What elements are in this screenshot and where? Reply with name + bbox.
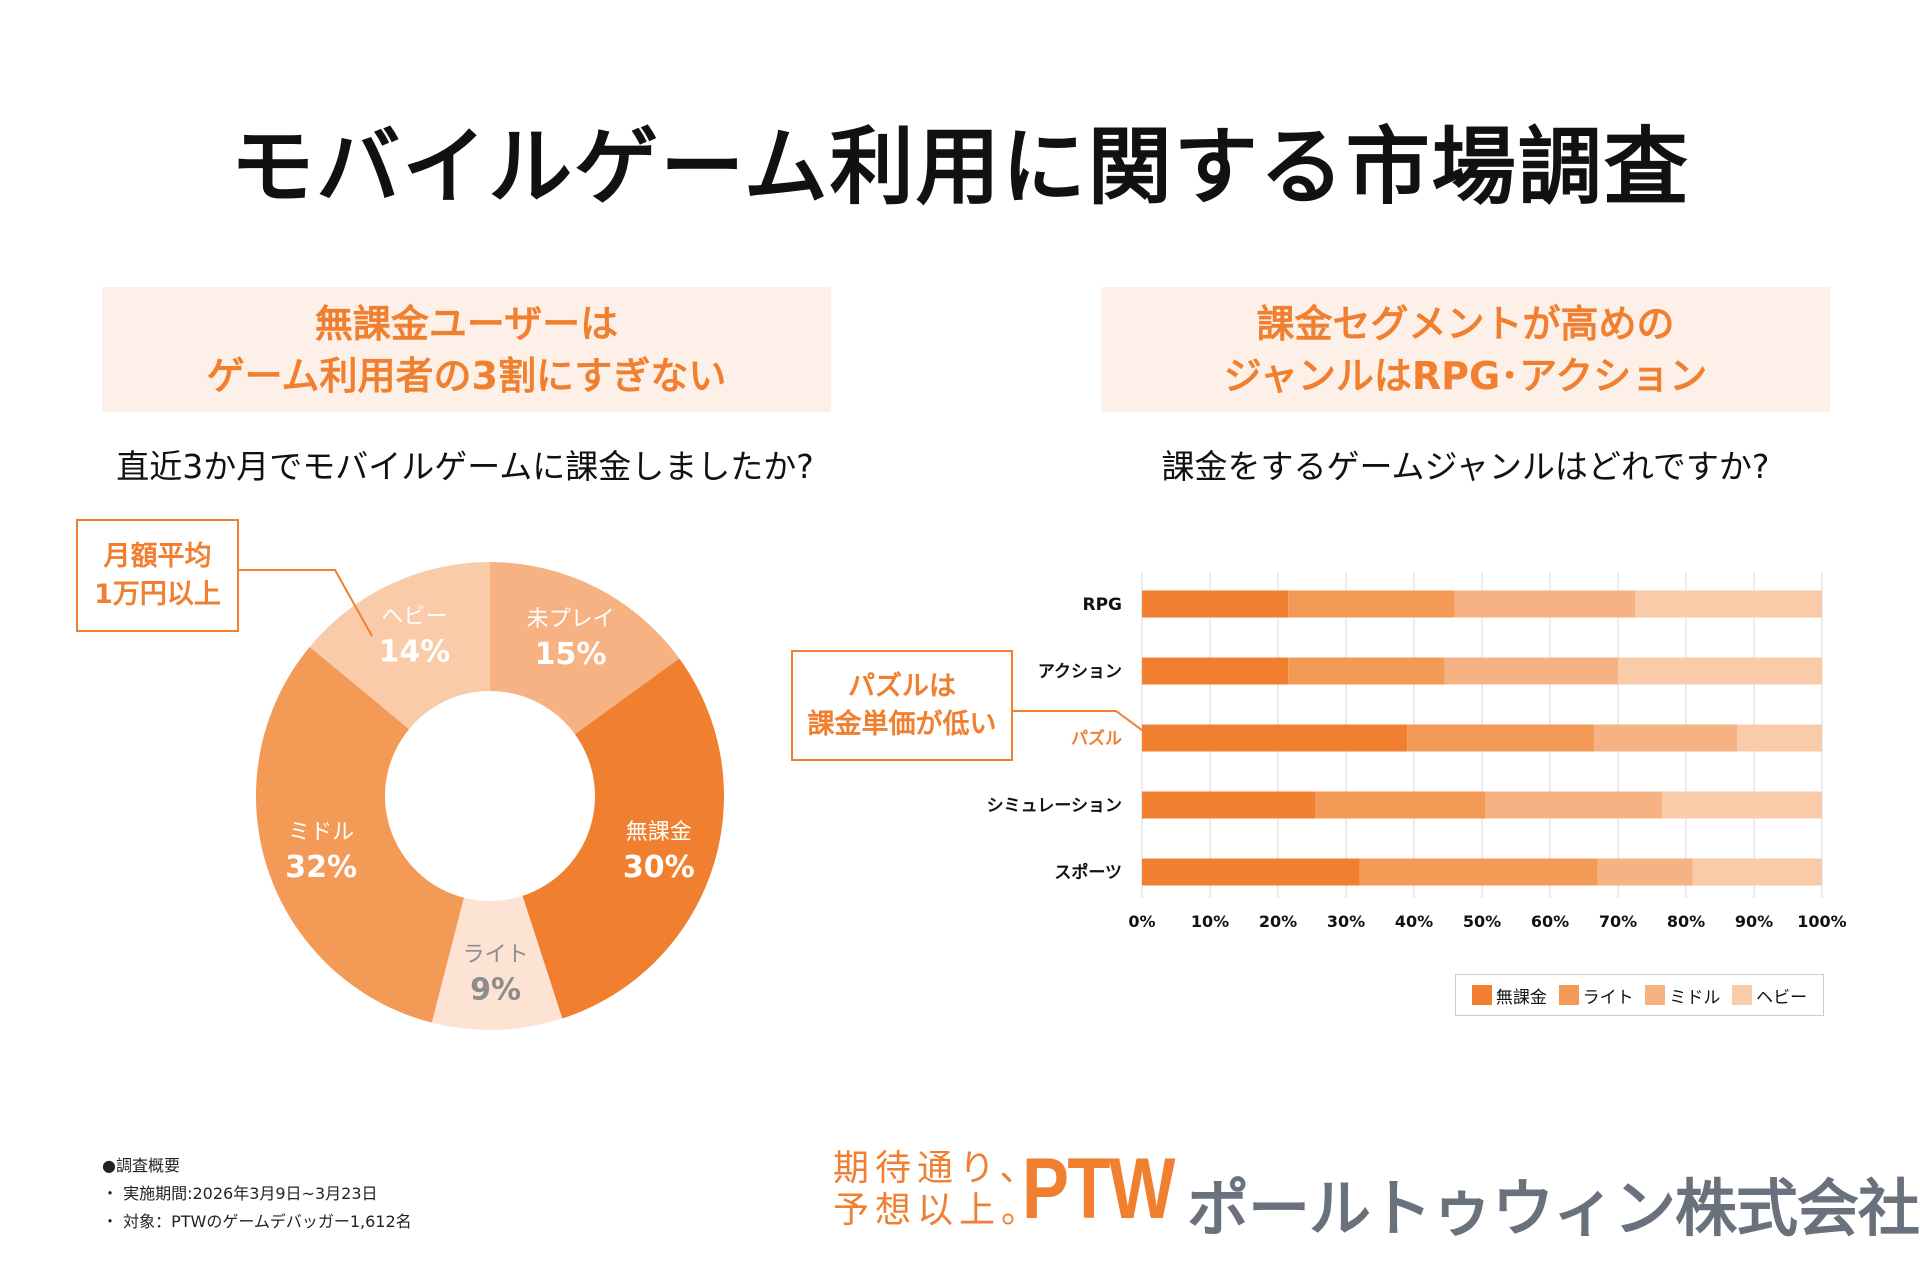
tagline: 期待通り、 予想以上。: [833, 1148, 1043, 1232]
slice-value-label: 15%: [535, 637, 607, 672]
donut-chart: 未プレイ 15% 無課金 30% ライト 9% ミドル 32% ヘビー 14%: [255, 562, 724, 1030]
survey-notes: ●調査概要 ・ 実施期間:2026年3月9日~3月23日 ・ 対象：PTWのゲー…: [102, 1152, 412, 1236]
puzzle-callout: パズルは 課金単価が低い: [791, 650, 1013, 761]
legend-swatch: [1471, 985, 1492, 1005]
x-tick-label: 0%: [1128, 912, 1155, 931]
x-tick-label: 40%: [1395, 912, 1433, 931]
bar-segment: [1315, 791, 1486, 819]
callout-left-line2: 1万円以上: [94, 578, 221, 610]
bar-segment: [1597, 858, 1693, 886]
bar-segment: [1485, 791, 1663, 819]
right-headline-box: 課金セグメントが高めの ジャンルはRPG･アクション: [1101, 287, 1830, 412]
x-tick-label: 80%: [1667, 912, 1705, 931]
bar-segment: [1142, 858, 1360, 886]
page-title: モバイルゲーム利用に関する市場調査: [230, 118, 1690, 216]
legend-item: 無課金: [1471, 983, 1547, 1008]
callout-left-leader-line: [236, 569, 373, 637]
bar-segment: [1444, 657, 1618, 685]
callout-right-line2: 課金単価が低い: [807, 708, 997, 740]
slice-value-label: 14%: [379, 634, 451, 669]
bar-segment: [1359, 858, 1598, 886]
legend-label: ミドル: [1669, 987, 1721, 1008]
x-tick-label: 90%: [1735, 912, 1773, 931]
x-tick-label: 70%: [1599, 912, 1637, 931]
donut-slice: [431, 895, 563, 1030]
bar-segment: [1454, 590, 1635, 618]
donut-slice: [255, 646, 464, 1023]
callout-left-line1: 月額平均: [103, 540, 212, 572]
right-question: 課金をするゲームジャンルはどれですか?: [1161, 447, 1770, 486]
slice-value-label: 32%: [285, 850, 357, 885]
bar-segment: [1142, 590, 1289, 618]
bar-segment: [1692, 858, 1822, 886]
slice-label: ヘビー: [381, 604, 447, 629]
category-label: スポーツ: [1054, 862, 1122, 883]
donut-slice: [309, 562, 490, 730]
tagline-line1: 期待通り、: [833, 1148, 1042, 1189]
x-tick-label: 10%: [1191, 912, 1229, 931]
donut-slice: [522, 658, 724, 1019]
slice-label: ライト: [463, 942, 529, 967]
bar-segment: [1288, 590, 1455, 618]
legend-label: ヘビー: [1756, 987, 1808, 1008]
category-label: アクション: [1038, 662, 1122, 682]
slice-label: 無課金: [626, 820, 692, 845]
x-tick-label: 60%: [1531, 912, 1569, 931]
category-label: RPG: [1082, 595, 1122, 615]
bar-segment: [1142, 724, 1408, 752]
legend-label: 無課金: [1495, 987, 1547, 1008]
notes-heading: ●調査概要: [102, 1156, 180, 1175]
legend-swatch: [1558, 985, 1579, 1005]
donut-slice: [490, 562, 680, 735]
bar-segment: [1142, 791, 1316, 819]
legend-item: ライト: [1558, 983, 1634, 1008]
x-tick-label: 50%: [1463, 912, 1501, 931]
notes-target: ・ 対象：PTWのゲームデバッガー1,612名: [102, 1212, 412, 1231]
slice-label: ミドル: [288, 820, 354, 845]
x-tick-label: 20%: [1259, 912, 1297, 931]
ptw-logo: PTW: [1022, 1141, 1175, 1237]
legend-item: ミドル: [1645, 983, 1720, 1008]
legend-swatch: [1732, 985, 1753, 1005]
slice-label: 未プレイ: [527, 607, 615, 632]
category-label: パズル: [1071, 728, 1122, 749]
callout-right-leader-line: [1010, 710, 1151, 737]
heavy-user-callout: 月額平均 1万円以上: [76, 519, 239, 632]
bar-segment: [1618, 657, 1822, 685]
bar-legend: 無課金 ライト ミドル ヘビー: [1455, 974, 1824, 1016]
x-tick-label: 30%: [1327, 912, 1365, 931]
bar-segment: [1635, 590, 1822, 618]
left-headline-line1: 無課金ユーザーは: [314, 301, 619, 346]
bar-segment: [1737, 724, 1822, 752]
left-headline-box: 無課金ユーザーは ゲーム利用者の3割にすぎない: [102, 287, 831, 412]
legend-swatch: [1645, 985, 1666, 1005]
right-headline-line2: ジャンルはRPG･アクション: [1223, 353, 1708, 398]
callout-right-line1: パズルは: [848, 670, 956, 702]
stacked-bar-chart: 0% 10% 20% 30% 40% 50% 60% 70% 80% 90% 100% RPG アクショ…: [987, 572, 1847, 931]
x-tick-label: 100%: [1797, 912, 1846, 931]
bar-segment: [1662, 791, 1822, 819]
bar-segment: [1594, 724, 1737, 752]
slice-value-label: 9%: [470, 972, 521, 1007]
notes-period: ・ 実施期間:2026年3月9日~3月23日: [102, 1184, 378, 1203]
bar-segment: [1142, 657, 1289, 685]
company-name: ポールトゥウィン株式会社: [1187, 1172, 1920, 1245]
right-headline-line1: 課金セグメントが高めの: [1256, 301, 1675, 346]
tagline-line2: 予想以上。: [833, 1190, 1044, 1231]
legend-label: ライト: [1582, 987, 1634, 1008]
left-headline-line2: ゲーム利用者の3割にすぎない: [206, 353, 727, 398]
slice-value-label: 30%: [623, 850, 695, 885]
bar-segment: [1407, 724, 1595, 752]
category-label: シミュレーション: [987, 796, 1122, 816]
bar-segment: [1288, 657, 1445, 685]
legend-item: ヘビー: [1732, 983, 1807, 1008]
left-question: 直近3か月でモバイルゲームに課金しましたか?: [116, 447, 814, 486]
